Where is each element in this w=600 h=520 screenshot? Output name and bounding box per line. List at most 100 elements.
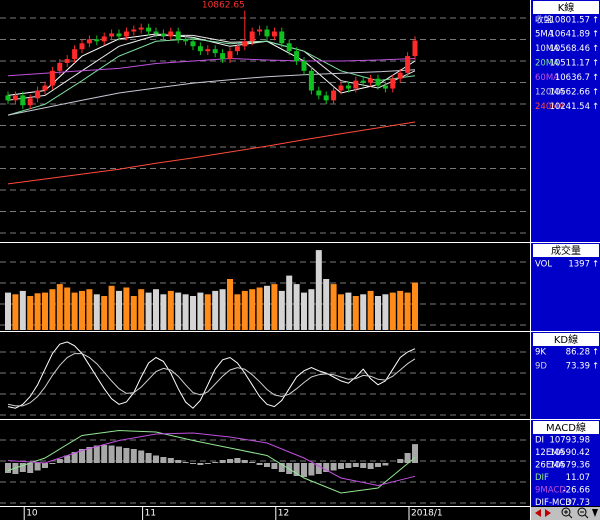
osc-bar bbox=[116, 446, 122, 463]
volume-bar bbox=[308, 289, 315, 330]
osc-bar bbox=[397, 459, 404, 463]
osc-bar bbox=[382, 463, 389, 466]
legend-value: 37.73 bbox=[566, 498, 590, 508]
candle-body bbox=[64, 59, 70, 63]
series-line bbox=[7, 432, 416, 487]
scroll-left[interactable] bbox=[535, 509, 541, 517]
candle-body bbox=[286, 43, 292, 52]
volume-bar bbox=[175, 292, 182, 330]
legend-arrow: ↑ bbox=[592, 362, 599, 372]
volume-bar bbox=[227, 279, 233, 330]
scroll-right[interactable] bbox=[545, 509, 551, 517]
candle-body bbox=[412, 40, 418, 57]
legend-name: 60MA bbox=[535, 73, 559, 83]
osc-bar bbox=[256, 463, 263, 465]
candle-body bbox=[397, 72, 403, 79]
volume-bar bbox=[123, 287, 130, 330]
panel-headers bbox=[533, 1, 599, 434]
candle-body bbox=[345, 85, 351, 89]
candle-body bbox=[308, 70, 314, 91]
osc-bar bbox=[323, 463, 330, 472]
volume-bar bbox=[323, 279, 330, 330]
osc-bar bbox=[175, 460, 182, 463]
volume-bar bbox=[49, 289, 56, 330]
x-tick-label: 2018/1 bbox=[411, 509, 443, 519]
zoom-in[interactable] bbox=[561, 507, 573, 519]
candle-body bbox=[316, 90, 322, 96]
volume-bar bbox=[182, 294, 189, 330]
x-tick-label: 10 bbox=[26, 509, 38, 519]
candle-body bbox=[405, 56, 411, 73]
legend-name: 10MA bbox=[535, 44, 559, 54]
candle-body bbox=[375, 78, 381, 86]
candle-body bbox=[168, 31, 174, 37]
volume-bar bbox=[286, 275, 293, 330]
candle-body bbox=[382, 85, 388, 89]
osc-bar bbox=[338, 463, 344, 469]
legend-name: 9MACD bbox=[535, 486, 566, 496]
osc-bar bbox=[308, 463, 315, 476]
osc-bar bbox=[34, 463, 41, 471]
volume-bar bbox=[197, 292, 204, 330]
panel-title: KD線 bbox=[554, 333, 578, 346]
candle-body bbox=[360, 80, 366, 83]
candle-body bbox=[323, 95, 329, 101]
candle-body bbox=[205, 49, 211, 52]
legend-value: 10562.66 bbox=[549, 88, 590, 98]
legend-arrow: ↑ bbox=[592, 260, 599, 270]
volume-bar bbox=[301, 292, 307, 330]
osc-bar bbox=[79, 449, 85, 463]
x-tick-label: 11 bbox=[145, 509, 156, 519]
osc-bar bbox=[345, 463, 352, 468]
legend-name: 收盤 bbox=[535, 15, 553, 26]
legend-arrow: ↑ bbox=[592, 348, 599, 358]
legend-value: 10641.89 bbox=[549, 30, 590, 40]
osc-bar bbox=[315, 463, 322, 474]
series-line bbox=[7, 57, 416, 77]
legend-value: 73.39 bbox=[566, 362, 590, 372]
legend-value: 86.28 bbox=[566, 348, 590, 358]
candle-body bbox=[123, 31, 129, 37]
legend-arrow: ↑ bbox=[592, 44, 599, 54]
legend-arrow: ↑ bbox=[592, 30, 599, 40]
volume-bar bbox=[27, 296, 34, 330]
volume-bar bbox=[360, 294, 367, 330]
candle-body bbox=[279, 31, 285, 44]
osc-bar bbox=[5, 463, 11, 473]
volume-bar bbox=[145, 292, 152, 330]
osc-bar bbox=[249, 462, 256, 463]
panel-title: MACD線 bbox=[546, 421, 586, 434]
osc-bar bbox=[145, 453, 152, 463]
volume-bar bbox=[241, 290, 248, 330]
candle-body bbox=[131, 29, 137, 32]
candle-body bbox=[271, 31, 277, 37]
osc-bar bbox=[234, 458, 241, 463]
osc-bar bbox=[101, 445, 108, 463]
osc-bar bbox=[264, 463, 270, 467]
osc-bar bbox=[278, 463, 285, 472]
candle-body bbox=[234, 46, 240, 52]
candle-body bbox=[138, 27, 144, 30]
legend-value: 10511.17 bbox=[549, 59, 590, 69]
zoom-out[interactable] bbox=[577, 507, 589, 519]
candle-body bbox=[160, 33, 166, 37]
legend-value: 11.07 bbox=[566, 473, 590, 483]
legend-name: 9K bbox=[535, 348, 546, 358]
osc-bar bbox=[153, 455, 159, 463]
panel-separators bbox=[0, 242, 600, 507]
candle-body bbox=[57, 62, 63, 71]
series-line bbox=[7, 38, 416, 116]
legend-value: 10793.98 bbox=[549, 436, 590, 446]
panel-title: 成交量 bbox=[551, 244, 581, 257]
legend-value: 10636.7 bbox=[555, 73, 590, 83]
candle-body bbox=[94, 39, 100, 42]
legend-arrow: ↑ bbox=[592, 102, 599, 112]
volume-bar bbox=[330, 284, 337, 330]
candle-body bbox=[249, 31, 255, 42]
toolbar bbox=[531, 507, 600, 520]
candle-body bbox=[109, 33, 115, 37]
candle-body bbox=[331, 90, 337, 101]
menu[interactable] bbox=[592, 509, 598, 517]
candle-body bbox=[42, 85, 48, 91]
volume-bar bbox=[86, 289, 93, 330]
